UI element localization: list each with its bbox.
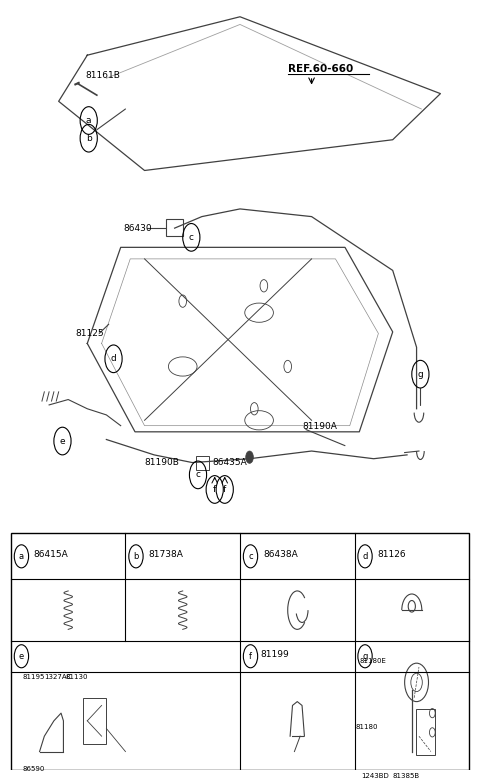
Bar <box>11 534 469 770</box>
Text: 81126: 81126 <box>377 549 406 559</box>
Text: 81180: 81180 <box>356 724 378 729</box>
Text: 86435A: 86435A <box>213 458 248 467</box>
Text: c: c <box>189 233 194 241</box>
Text: 81385B: 81385B <box>393 774 420 779</box>
Text: 81738A: 81738A <box>148 549 183 559</box>
Text: 86590: 86590 <box>23 766 45 772</box>
Text: d: d <box>362 552 368 561</box>
Text: g: g <box>418 370 423 379</box>
Text: 81199: 81199 <box>260 650 289 659</box>
Text: 81190A: 81190A <box>302 422 337 431</box>
Text: 86415A: 86415A <box>34 549 69 559</box>
Text: REF.60-660: REF.60-660 <box>288 64 353 74</box>
Text: 1243BD: 1243BD <box>362 774 389 779</box>
Text: 1327AC: 1327AC <box>44 674 72 679</box>
Bar <box>196 456 209 471</box>
Text: f: f <box>249 652 252 661</box>
Text: b: b <box>86 134 92 143</box>
Text: g: g <box>362 652 368 661</box>
Text: 81180E: 81180E <box>360 658 386 664</box>
Text: c: c <box>248 552 253 561</box>
Text: 86430: 86430 <box>123 224 152 233</box>
Text: f: f <box>223 485 227 494</box>
Text: a: a <box>19 552 24 561</box>
Text: d: d <box>111 354 117 363</box>
Text: e: e <box>60 436 65 446</box>
Bar <box>416 710 435 756</box>
Text: 86438A: 86438A <box>263 549 298 559</box>
Text: 81195: 81195 <box>23 674 45 679</box>
Bar <box>83 698 107 744</box>
Text: 81125: 81125 <box>75 329 104 338</box>
Text: 81190B: 81190B <box>144 458 180 467</box>
Text: 81161B: 81161B <box>85 71 120 79</box>
Text: c: c <box>195 471 201 479</box>
Bar <box>166 219 183 236</box>
Text: a: a <box>86 116 92 125</box>
Text: f: f <box>213 485 216 494</box>
Text: 81130: 81130 <box>66 674 88 679</box>
Text: b: b <box>133 552 139 561</box>
Circle shape <box>246 451 253 464</box>
Text: e: e <box>19 652 24 661</box>
